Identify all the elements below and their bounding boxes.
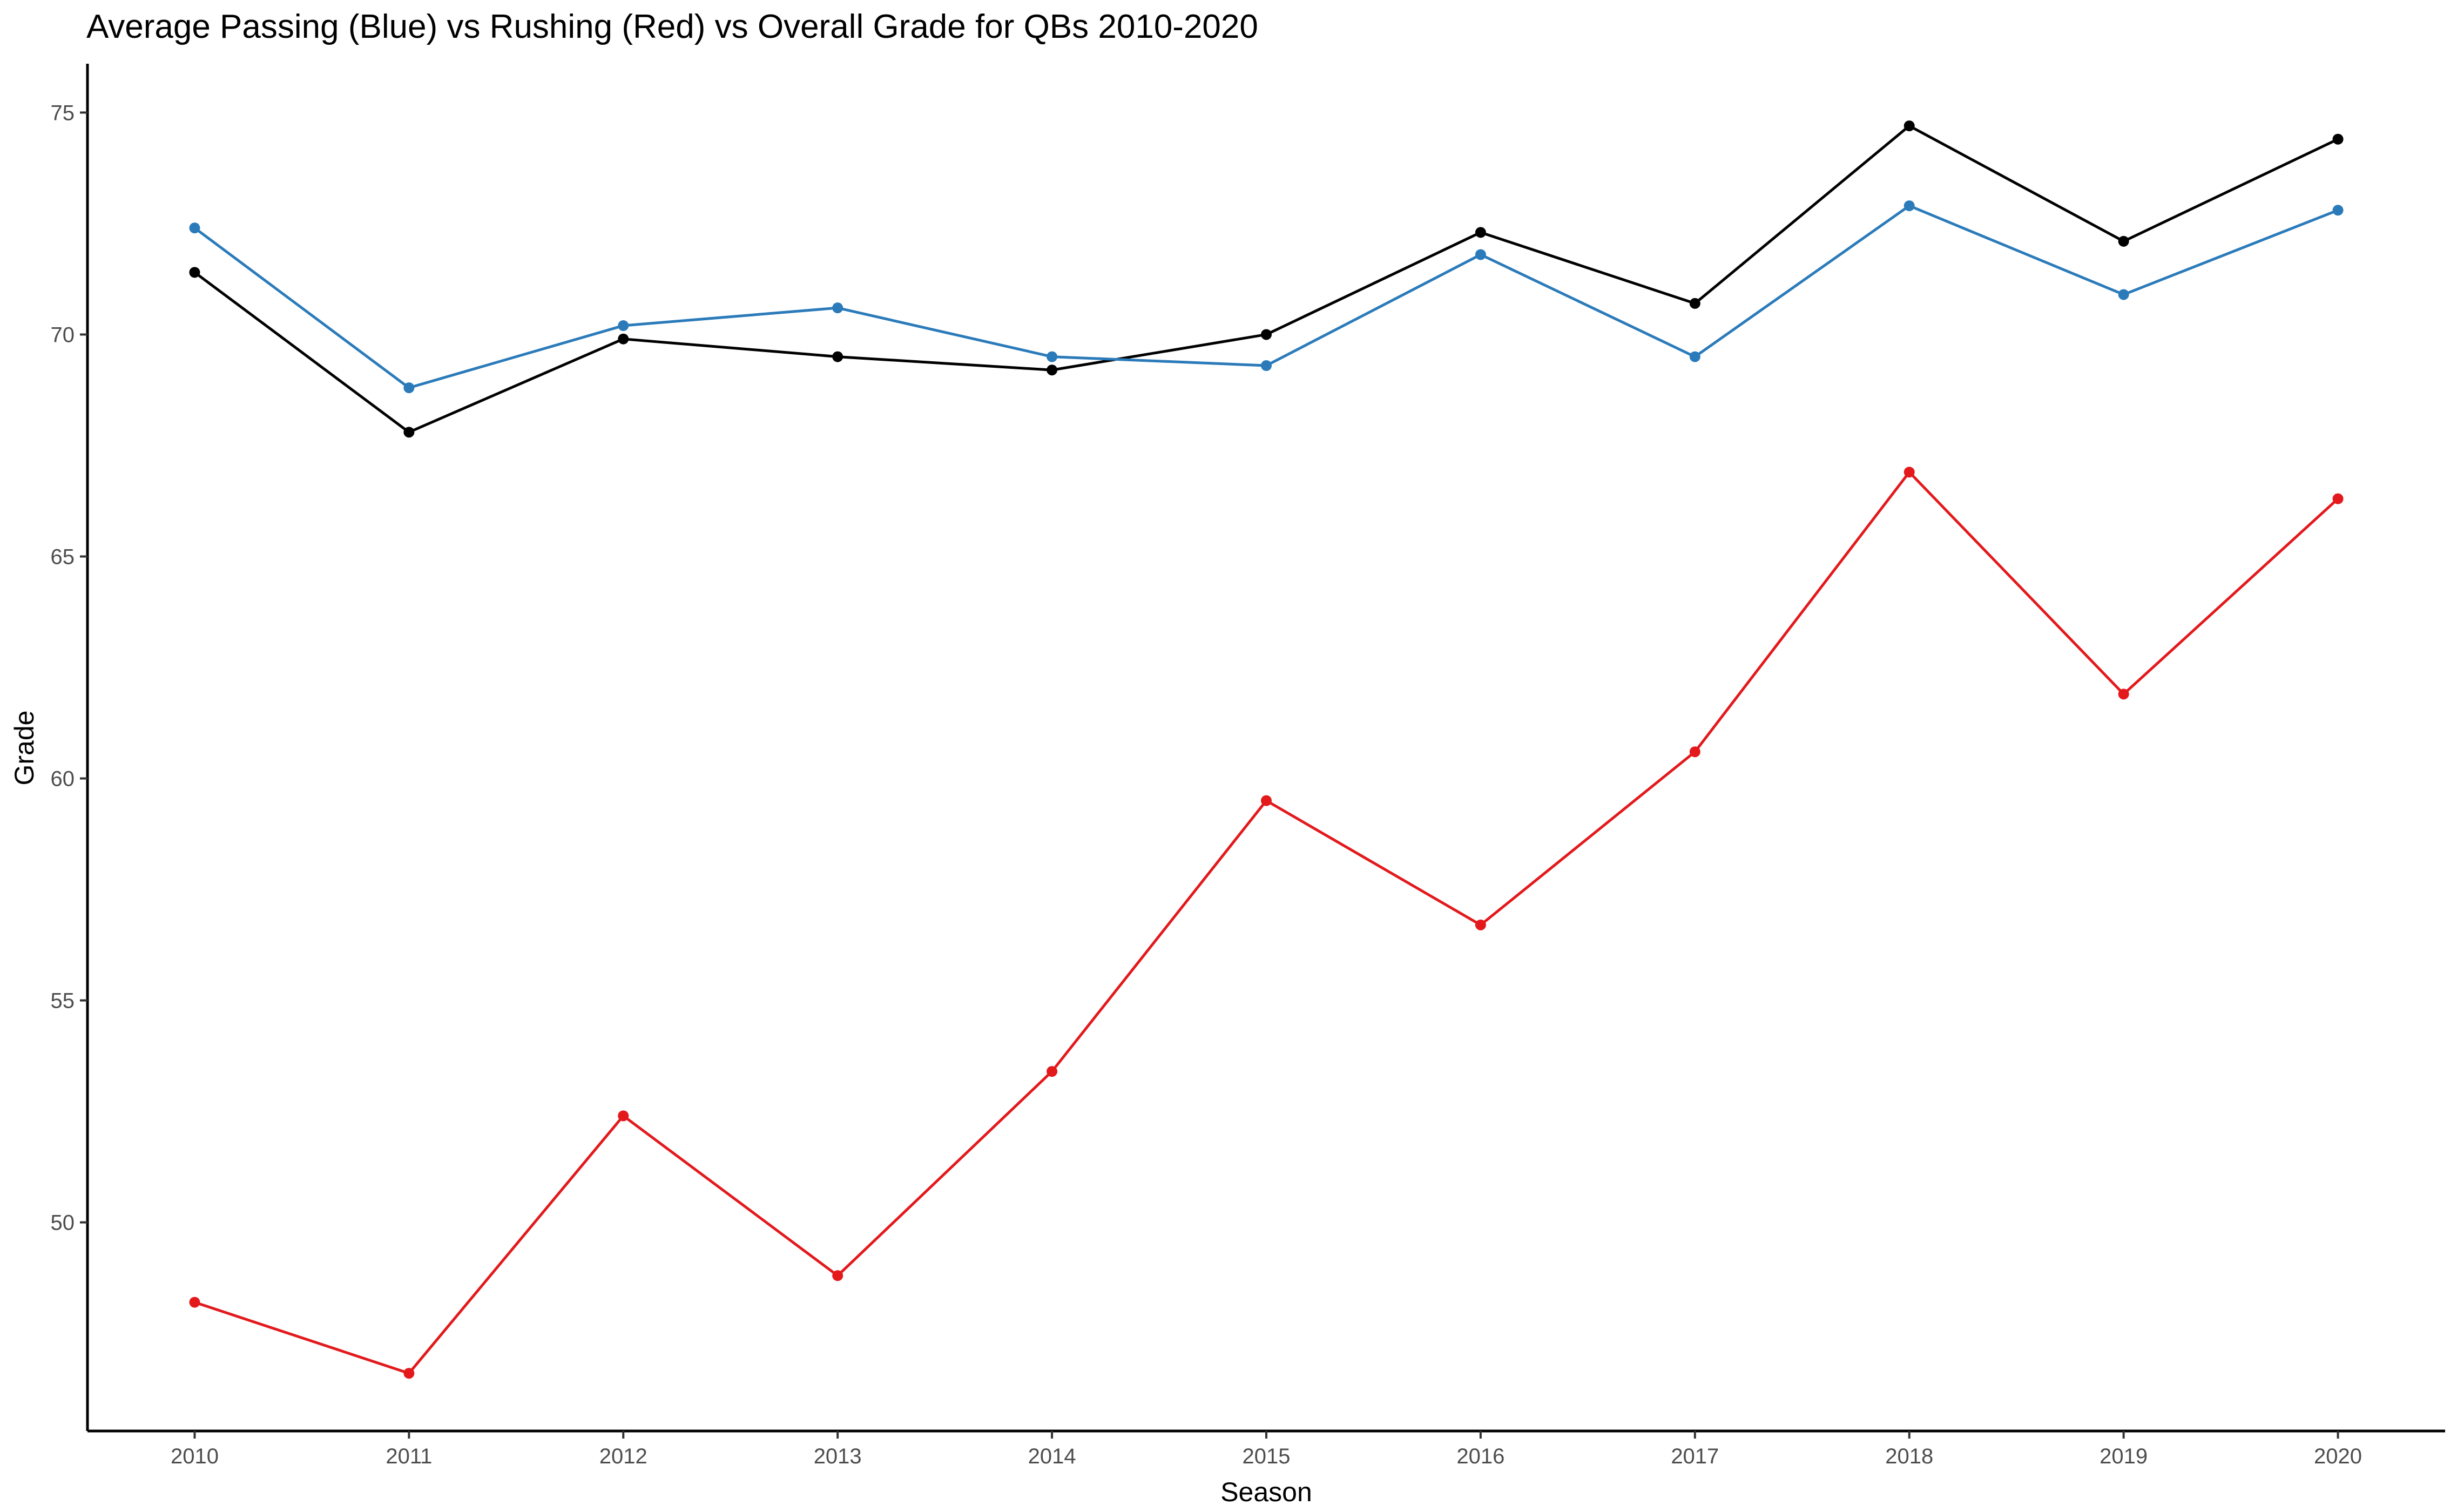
chart-title: Average Passing (Blue) vs Rushing (Red) …: [86, 8, 1258, 45]
data-point-overall: [2332, 133, 2344, 145]
x-tick-label: 2018: [1885, 1444, 1933, 1468]
data-point-passing: [1689, 351, 1700, 362]
data-point-rushing: [1904, 467, 1915, 478]
data-point-rushing: [189, 1297, 200, 1308]
y-tick-label: 70: [51, 323, 75, 347]
axes: 2010 2011 2012 2013 2014 2015 2016 2017 2018 2019…: [51, 64, 2445, 1468]
x-tick-label: 2015: [1243, 1444, 1291, 1468]
data-point-rushing: [403, 1368, 415, 1379]
x-tick-label: 2017: [1671, 1444, 1719, 1468]
data-point-overall: [1261, 329, 1272, 340]
x-tick-label: 2016: [1456, 1444, 1504, 1468]
data-point-passing: [2332, 205, 2344, 216]
data-point-passing: [1904, 200, 1915, 212]
data-point-passing: [1047, 351, 1058, 362]
data-point-overall: [832, 351, 843, 362]
data-point-passing: [1475, 249, 1486, 260]
x-tick-label: 2010: [171, 1444, 219, 1468]
series-line-overall: [193, 124, 2339, 434]
x-tick-label: 2014: [1028, 1444, 1076, 1468]
series-passing: [189, 200, 2344, 394]
y-tick-label: 55: [51, 989, 75, 1013]
y-axis-title: Grade: [9, 711, 39, 786]
series-layer: [189, 120, 2344, 1379]
data-point-passing: [618, 320, 629, 332]
data-point-overall: [189, 267, 200, 278]
data-point-passing: [189, 222, 200, 234]
data-point-passing: [2118, 289, 2129, 300]
data-point-rushing: [2332, 493, 2344, 504]
x-tick-label: 2020: [2314, 1444, 2362, 1468]
y-tick-label: 60: [51, 767, 75, 791]
series-overall: [189, 120, 2344, 438]
data-point-rushing: [1475, 919, 1486, 930]
data-point-overall: [1475, 227, 1486, 238]
data-point-overall: [2118, 235, 2129, 247]
data-point-rushing: [1047, 1066, 1058, 1077]
x-tick-label: 2012: [599, 1444, 647, 1468]
data-point-rushing: [1261, 795, 1272, 806]
x-tick-label: 2011: [386, 1444, 432, 1468]
series-rushing: [189, 467, 2344, 1379]
data-point-passing: [403, 382, 415, 394]
data-point-rushing: [1689, 746, 1700, 758]
series-line-rushing: [194, 470, 2339, 1375]
y-tick-label: 50: [51, 1211, 75, 1235]
data-point-passing: [832, 302, 843, 314]
y-tick-label: 65: [51, 545, 75, 569]
data-point-rushing: [2118, 688, 2129, 700]
data-point-rushing: [618, 1110, 629, 1122]
data-point-passing: [1261, 360, 1272, 372]
data-point-overall: [1904, 120, 1915, 132]
x-tick-label: 2019: [2100, 1444, 2148, 1468]
x-tick-label: 2013: [814, 1444, 862, 1468]
data-point-overall: [403, 427, 415, 438]
data-point-overall: [1689, 298, 1700, 309]
data-point-rushing: [832, 1270, 843, 1281]
y-tick-label: 75: [51, 101, 75, 125]
x-axis-title: Season: [1220, 1477, 1312, 1507]
data-point-overall: [1047, 364, 1058, 376]
data-point-overall: [618, 333, 629, 345]
